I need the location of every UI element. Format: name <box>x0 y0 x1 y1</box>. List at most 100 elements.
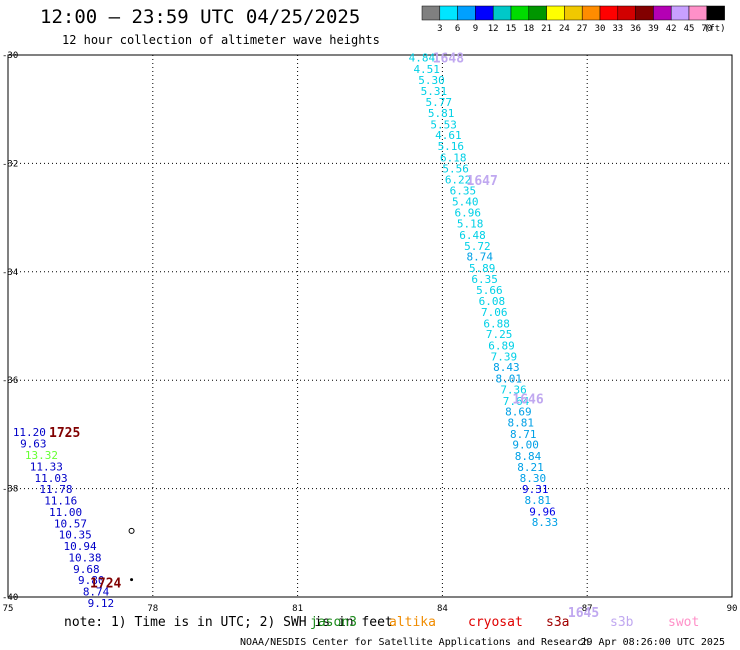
wave-height-point: 5.40 <box>452 195 479 208</box>
wave-height-point: 5.89 <box>469 262 496 275</box>
wave-height-point: 8.21 <box>517 461 544 474</box>
axis-ticks: 75 78 81 84 87 90 -30 -32 -34 -36 -38 -40 <box>2 51 737 614</box>
wave-height-point: 9.68 <box>73 563 100 576</box>
colorbar-label: 21 <box>541 24 552 34</box>
colorbar-label: 42 <box>666 24 677 34</box>
wave-height-point: 11.16 <box>44 495 77 508</box>
colorbar-swatch <box>688 5 708 21</box>
pass-time-label: 1725 <box>49 426 80 441</box>
wave-height-point: 5.18 <box>457 218 484 231</box>
wave-height-point: 6.18 <box>440 151 467 164</box>
colorbar-label: 15 <box>506 24 517 34</box>
wave-height-point: 5.56 <box>442 162 469 175</box>
wave-height-point: 6.89 <box>488 340 514 353</box>
units-note: note: 1) Time is in UTC; 2) SWH is in fe… <box>64 615 393 630</box>
wave-height-point: 8.84 <box>515 450 542 463</box>
pass-time-label: 1646 <box>512 393 543 408</box>
track-marker <box>128 527 135 534</box>
colorbar-label: 70 <box>701 24 712 34</box>
wave-height-point: 5.31 <box>421 85 448 98</box>
wave-height-point: 11.78 <box>39 483 72 496</box>
wave-height-point: 10.38 <box>68 551 101 564</box>
satellite-legend-s3a: s3a <box>546 615 569 630</box>
colorbar-label: 30 <box>595 24 606 34</box>
colorbar-swatch <box>706 5 725 21</box>
wave-height-point: 13.32 <box>25 449 58 462</box>
credit-line: NOAA/NESDIS Center for Satellite Applica… <box>240 637 589 648</box>
satellite-legend-swot: swot <box>668 615 699 630</box>
colorbar-label: 27 <box>577 24 588 34</box>
colorbar-swatch <box>475 5 494 21</box>
wave-height-point: 9.96 <box>529 505 556 518</box>
wave-height-point: 8.01 <box>495 373 522 386</box>
wave-height-point: 11.33 <box>30 460 63 473</box>
colorbar-swatch <box>421 5 441 21</box>
x-tick-label: 90 <box>727 604 738 614</box>
x-tick-label: 87 <box>582 604 593 614</box>
wave-height-point: 6.96 <box>454 207 481 220</box>
wave-height-point: 7.39 <box>491 350 517 363</box>
wave-height-point: 8.81 <box>508 416 535 429</box>
pass-time-label: 1645 <box>568 606 599 621</box>
colorbar-swatch <box>439 5 458 21</box>
wave-height-point: 6.08 <box>479 295 506 308</box>
track-marker <box>130 578 134 582</box>
wave-height-point: 8.33 <box>532 516 559 529</box>
wave-height-point: 5.81 <box>428 107 455 120</box>
colorbar-swatch <box>581 5 601 21</box>
wave-height-point: 5.16 <box>438 140 465 153</box>
map-frame <box>7 54 733 598</box>
pass-time-label: 1648 <box>433 52 464 67</box>
satellite-legend-s3b: s3b <box>610 615 634 630</box>
wave-height-point: 6.88 <box>483 317 510 330</box>
wave-height-point: 9.63 <box>20 438 47 451</box>
y-tick-label: -32 <box>2 159 18 169</box>
wave-height-point: 4.84 <box>409 52 436 65</box>
wave-height-point: 9.00 <box>512 439 539 452</box>
satellite-legend-jason3: jason3 <box>310 615 357 630</box>
wave-height-point: 4.51 <box>413 63 440 76</box>
colorbar-swatch <box>564 5 583 21</box>
colorbar-swatch <box>670 5 690 21</box>
colorbar-swatch <box>546 5 565 21</box>
y-tick-label: -30 <box>2 51 18 61</box>
page-title: 12:00 — 23:59 UTC 04/25/2025 <box>40 6 361 28</box>
colorbar-unit: (ft) <box>704 24 726 34</box>
generated-timestamp: 29 Apr 08:26:00 UTC 2025 <box>581 637 726 648</box>
wave-height-point: 8.71 <box>510 428 537 441</box>
wave-height-point: 8.74 <box>83 586 110 599</box>
wave-height-point: 7.25 <box>486 328 512 341</box>
wave-height-point: 6.22 <box>445 174 472 187</box>
wave-height-point: 11.00 <box>49 506 82 519</box>
page-subtitle: 12 hour collection of altimeter wave hei… <box>62 33 380 47</box>
colorbar-swatch <box>653 5 672 21</box>
x-tick-label: 75 <box>3 604 14 614</box>
wave-height-labels: 4.844.515.305.315.775.815.534.615.166.18… <box>13 52 599 621</box>
colorbar-legend: 3 6 9 12 15 18 21 24 27 30 33 36 39 42 45 70(ft) <box>421 5 726 34</box>
satellite-legend-cryosat: cryosat <box>468 615 523 630</box>
colorbar-label: 45 <box>684 24 695 34</box>
wave-height-point: 5.77 <box>426 96 453 109</box>
wave-height-point: 6.35 <box>471 273 498 286</box>
colorbar-label: 39 <box>648 24 659 34</box>
colorbar-label: 6 <box>455 24 460 34</box>
pass-time-label: 1724 <box>90 576 121 591</box>
colorbar-label: 36 <box>630 24 641 34</box>
x-tick-label: 78 <box>147 604 158 614</box>
wave-height-point: 5.72 <box>464 240 491 253</box>
colorbar-label: 9 <box>473 24 478 34</box>
wave-height-point: 6.35 <box>450 185 477 198</box>
wave-height-point: 11.20 <box>13 426 46 439</box>
wave-height-point: 10.57 <box>54 517 87 530</box>
map-grid <box>7 54 733 598</box>
wave-height-point: 9.31 <box>522 483 549 496</box>
colorbar-swatch <box>528 5 547 21</box>
colorbar-swatch <box>457 5 476 21</box>
y-tick-label: -36 <box>2 376 18 386</box>
wave-height-point: 7.64 <box>503 395 530 408</box>
wave-height-point: 5.66 <box>476 284 503 297</box>
colorbar-swatch <box>635 5 654 21</box>
colorbar-swatch <box>617 5 636 21</box>
wave-height-point: 7.06 <box>481 306 508 319</box>
